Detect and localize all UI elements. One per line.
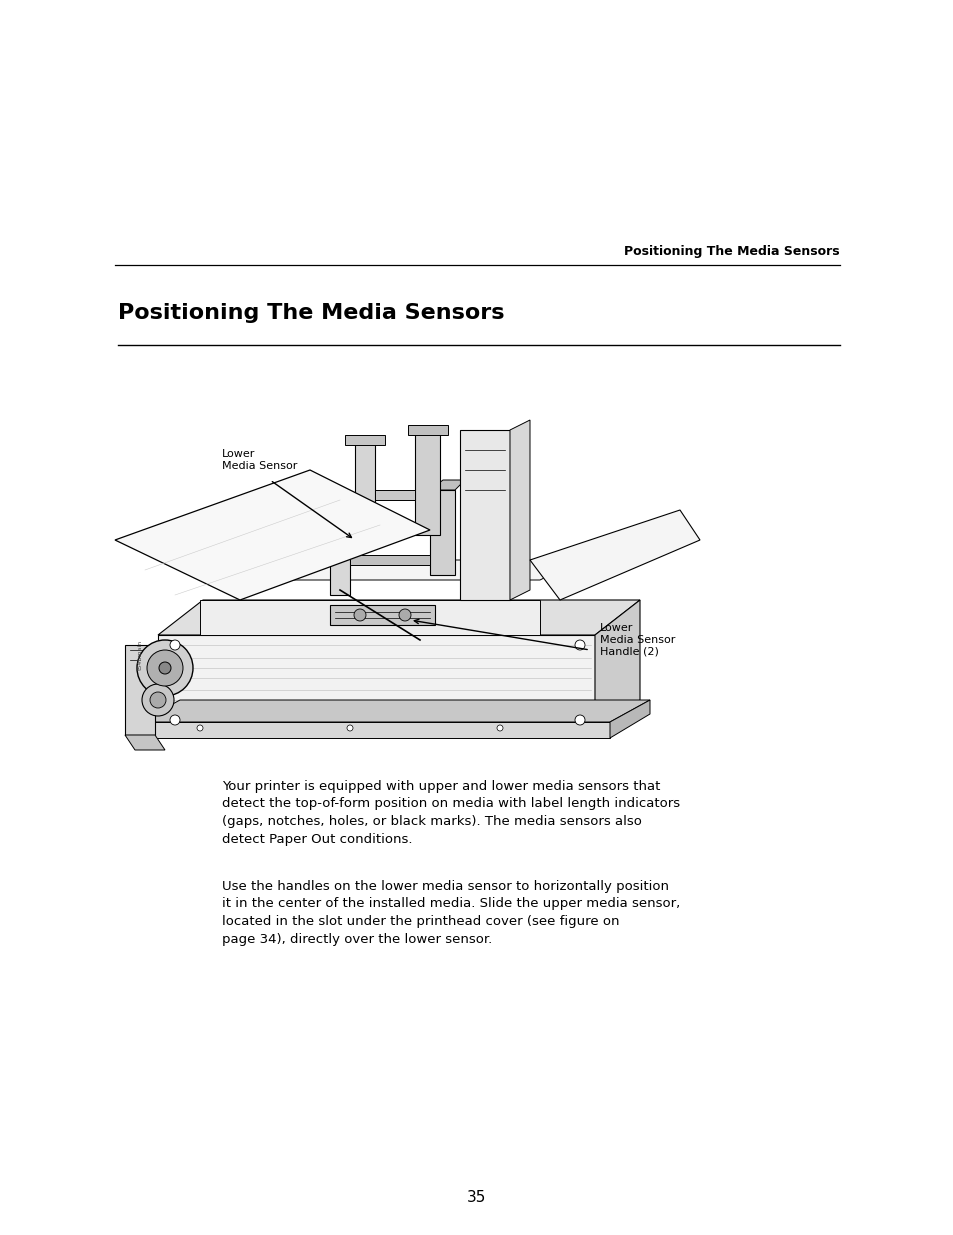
- Polygon shape: [415, 430, 439, 535]
- Polygon shape: [459, 430, 510, 600]
- Polygon shape: [200, 600, 539, 635]
- Polygon shape: [140, 722, 609, 739]
- Circle shape: [170, 715, 180, 725]
- Circle shape: [354, 609, 366, 621]
- Polygon shape: [355, 440, 375, 540]
- Text: 35: 35: [467, 1191, 486, 1205]
- Circle shape: [398, 609, 411, 621]
- Circle shape: [497, 725, 502, 731]
- Polygon shape: [330, 510, 359, 520]
- Polygon shape: [158, 600, 639, 635]
- Polygon shape: [595, 600, 639, 725]
- Polygon shape: [158, 710, 595, 730]
- Polygon shape: [510, 420, 530, 600]
- Circle shape: [150, 692, 166, 708]
- Polygon shape: [125, 735, 165, 750]
- Text: Lower
Media Sensor
Handle (2): Lower Media Sensor Handle (2): [599, 624, 675, 657]
- Polygon shape: [530, 510, 700, 600]
- Polygon shape: [579, 548, 635, 568]
- Polygon shape: [140, 700, 649, 722]
- Polygon shape: [330, 605, 435, 625]
- Text: Positioning The Media Sensors: Positioning The Media Sensors: [118, 303, 504, 324]
- Circle shape: [170, 640, 180, 650]
- Circle shape: [575, 640, 584, 650]
- Polygon shape: [345, 435, 385, 445]
- Circle shape: [147, 650, 183, 685]
- Polygon shape: [203, 559, 579, 580]
- Polygon shape: [125, 645, 154, 735]
- Circle shape: [196, 725, 203, 731]
- Circle shape: [347, 725, 353, 731]
- Polygon shape: [609, 700, 649, 739]
- Polygon shape: [158, 635, 595, 725]
- Polygon shape: [430, 490, 455, 576]
- Circle shape: [137, 640, 193, 697]
- Text: Your printer is equipped with upper and lower media sensors that
detect the top-: Your printer is equipped with upper and …: [222, 781, 679, 846]
- Text: Positioning The Media Sensors: Positioning The Media Sensors: [623, 245, 840, 258]
- Circle shape: [159, 662, 171, 674]
- Polygon shape: [375, 490, 415, 500]
- Text: Use the handles on the lower media sensor to horizontally position
it in the cen: Use the handles on the lower media senso…: [222, 881, 679, 946]
- Text: Lower
Media Sensor: Lower Media Sensor: [222, 450, 297, 471]
- Circle shape: [575, 715, 584, 725]
- Polygon shape: [115, 471, 430, 600]
- Polygon shape: [350, 555, 430, 564]
- Text: t54bmain: t54bmain: [137, 640, 142, 671]
- Polygon shape: [408, 425, 448, 435]
- Circle shape: [142, 684, 173, 716]
- Polygon shape: [330, 520, 350, 595]
- Polygon shape: [430, 480, 464, 490]
